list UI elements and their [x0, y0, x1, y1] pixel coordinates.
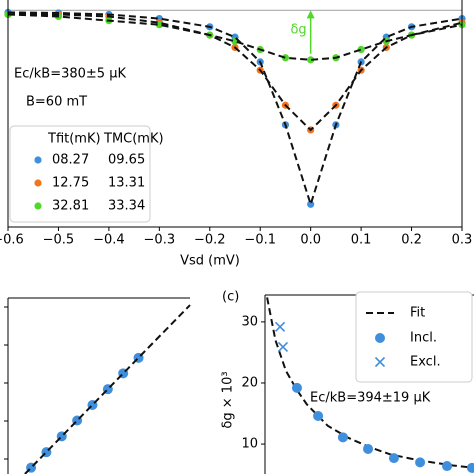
x-tick-label: −0.1: [244, 233, 276, 248]
legend-label: 33.34: [108, 199, 145, 214]
annotation: δg: [290, 23, 306, 38]
data-point: [466, 462, 474, 473]
data-point: [442, 461, 453, 472]
fit-curve: [8, 13, 463, 132]
legend-title: Tfit(mK): [47, 132, 101, 147]
legend-label: Excl.: [410, 355, 441, 370]
data-point: [307, 56, 315, 64]
x-tick-label: 0.2: [401, 233, 422, 248]
x-tick-label: 0.3: [452, 233, 473, 248]
legend-label: 32.81: [52, 199, 89, 214]
y-axis-label: δg × 10³: [221, 371, 236, 428]
legend-marker: [34, 179, 42, 187]
legend-title: TMC(mK): [103, 132, 164, 147]
excluded-point: [274, 321, 286, 332]
data-point: [388, 453, 399, 464]
panel-label: (c): [222, 290, 239, 305]
delta-arrow-head: [306, 10, 315, 19]
data-point: [313, 410, 324, 421]
data-point: [363, 443, 374, 454]
y-tick-label: 20: [241, 375, 258, 390]
x-tick-label: 0.1: [351, 233, 372, 248]
legend-label: 08.27: [52, 153, 89, 168]
legend-marker: [375, 333, 385, 343]
legend-label: 09.65: [108, 153, 145, 168]
x-tick-label: 0.0: [300, 233, 321, 248]
x-tick-label: −0.4: [93, 233, 125, 248]
data-point: [291, 382, 302, 393]
legend-marker: [34, 156, 42, 164]
annotation: Ec/kB=380±5 μK: [14, 67, 126, 82]
data-point: [337, 432, 348, 443]
annotation: Ec/kB=394±19 μK: [310, 391, 431, 406]
fit-curve: [7, 11, 463, 208]
x-tick-label: −0.3: [144, 233, 176, 248]
y-tick-label: 10: [241, 437, 258, 452]
legend-marker: [34, 202, 42, 210]
legend-marker: [374, 356, 386, 368]
x-tick-label: −0.5: [43, 233, 75, 248]
excluded-point: [277, 341, 289, 352]
fit-curve: [7, 13, 463, 61]
plot-frame: [7, 0, 463, 228]
legend-label: 12.75: [52, 176, 89, 191]
data-point: [307, 200, 315, 208]
legend-box: [9, 125, 151, 223]
x-tick-label: −0.6: [0, 233, 24, 248]
x-axis-label: Vsd (mV): [180, 254, 240, 269]
data-point: [281, 54, 290, 62]
legend-box: [355, 291, 473, 383]
y-tick-label: 30: [241, 314, 258, 329]
data-point: [415, 457, 426, 468]
legend-label: Fit: [410, 306, 425, 321]
fit-line: [24, 304, 191, 474]
annotation: B=60 mT: [26, 95, 87, 110]
legend-label: Incl.: [410, 331, 437, 346]
legend-label: 13.31: [108, 176, 145, 191]
data-point: [357, 45, 365, 54]
fit-curve: [266, 297, 474, 469]
x-tick-label: −0.2: [194, 233, 226, 248]
